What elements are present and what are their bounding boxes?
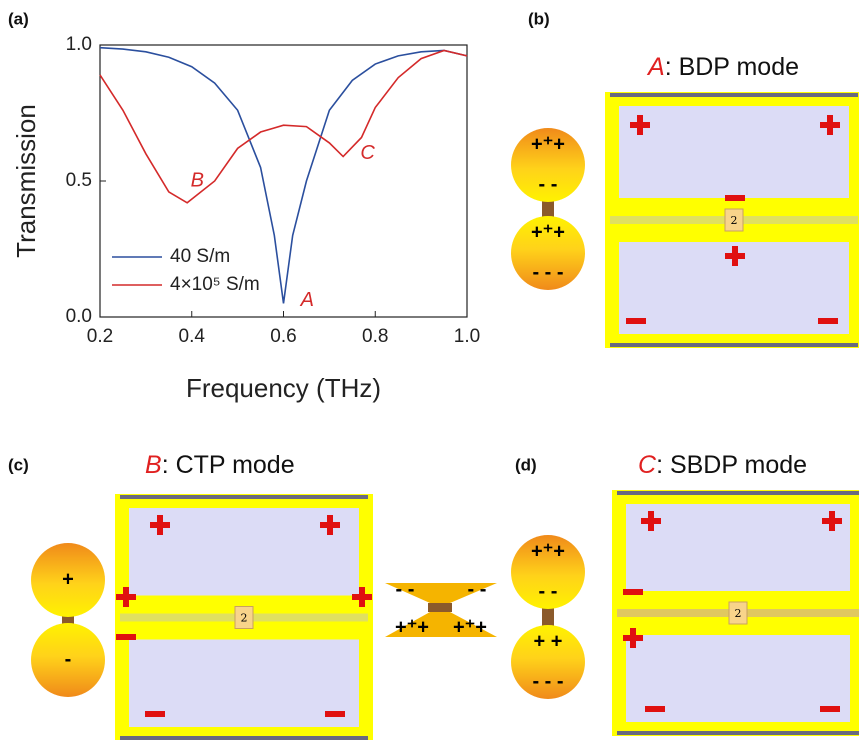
charge-label: +⁺+ — [531, 133, 565, 155]
gap-label: 2 — [241, 612, 248, 625]
panel-label: (a) — [8, 9, 29, 28]
charge-marker — [145, 711, 165, 717]
plot: 0.2 0.4 0.6 0.8 1.0 0.0 0.5 1.0 Frequency (THz) T… — [11, 34, 480, 403]
sphere — [31, 543, 105, 617]
annotation: C — [360, 142, 375, 164]
panel-label: (d) — [515, 455, 537, 474]
y-axis-label: Transmission — [11, 104, 41, 258]
x-tick-label: 0.6 — [270, 326, 296, 347]
charge-label: + + — [534, 630, 563, 652]
gap-box — [724, 208, 744, 232]
legend-label: 40 S/m — [170, 246, 230, 267]
series-line — [99, 46, 468, 304]
charge-marker — [725, 195, 745, 201]
annotation: A — [300, 289, 314, 311]
charge-marker — [645, 706, 665, 712]
gap-label: 2 — [735, 607, 742, 620]
gap-box — [728, 601, 748, 625]
mode-title: C: SBDP mode — [638, 451, 807, 479]
mode-letter: B — [145, 451, 162, 479]
annotation: B — [191, 169, 204, 191]
charge-marker — [116, 634, 136, 640]
connector — [542, 602, 554, 632]
bowtie — [385, 583, 497, 603]
x-axis-label: Frequency (THz) — [186, 373, 381, 403]
charge-marker — [123, 587, 129, 607]
bowtie — [385, 612, 497, 637]
charge-label: - - — [468, 578, 487, 600]
mode-name: : BDP mode — [665, 53, 799, 81]
mode-name: : CTP mode — [162, 451, 295, 479]
charge-label: - - - — [532, 261, 563, 283]
x-tick-label: 0.8 — [362, 326, 388, 347]
charge-label: +⁺+ — [453, 616, 487, 638]
charge-label: - - - — [532, 670, 563, 692]
charge-label: +⁺+ — [531, 221, 565, 243]
mode-title: A: BDP mode — [646, 53, 799, 81]
charge-marker — [827, 115, 833, 135]
charge-label: +⁺+ — [531, 540, 565, 562]
series-line — [99, 49, 468, 204]
charge-label: - — [65, 648, 72, 670]
gap-label: 2 — [731, 214, 738, 227]
charge-marker — [637, 115, 643, 135]
charge-marker — [626, 318, 646, 324]
mode-letter: A — [646, 53, 665, 81]
x-tick-label: 1.0 — [454, 326, 480, 347]
charge-label: - - — [539, 173, 558, 195]
charge-label: - - — [539, 580, 558, 602]
sphere — [511, 216, 585, 290]
y-tick-label: 0.0 — [66, 306, 92, 327]
charge-marker — [157, 515, 163, 535]
charge-marker — [818, 318, 838, 324]
panel-label: (b) — [528, 9, 550, 28]
charge-marker — [327, 515, 333, 535]
y-tick-label: 1.0 — [66, 34, 92, 55]
charge-marker — [359, 587, 365, 607]
gap-box — [234, 606, 254, 629]
charge-marker — [648, 511, 654, 531]
charge-marker — [820, 706, 840, 712]
sphere — [31, 623, 105, 697]
sphere — [511, 535, 585, 609]
connector — [542, 195, 554, 223]
charge-marker — [623, 589, 643, 595]
legend-label: 4×10⁵ S/m — [170, 274, 260, 295]
sphere — [511, 625, 585, 699]
plot-frame — [99, 44, 468, 318]
charge-marker — [325, 711, 345, 717]
y-tick-label: 0.5 — [66, 170, 92, 191]
mode-letter: C — [638, 451, 657, 479]
charge-label: + — [62, 568, 74, 590]
charge-marker — [630, 628, 636, 648]
mode-name: : SBDP mode — [656, 451, 807, 479]
x-tick-label: 0.2 — [87, 326, 113, 347]
charge-label: - - — [396, 578, 415, 600]
diagrams: 2 2 2 +⁺+ - - +⁺+ - - - + - +⁺+ - - + + - - - - - - - +… — [31, 92, 859, 740]
sphere — [511, 128, 585, 202]
charge-marker — [829, 511, 835, 531]
mode-title: B: CTP mode — [145, 451, 295, 479]
charge-label: +⁺+ — [395, 616, 429, 638]
charge-marker — [732, 246, 738, 266]
x-tick-label: 0.4 — [179, 326, 206, 347]
connector — [428, 603, 452, 612]
panel-label: (c) — [8, 455, 29, 474]
